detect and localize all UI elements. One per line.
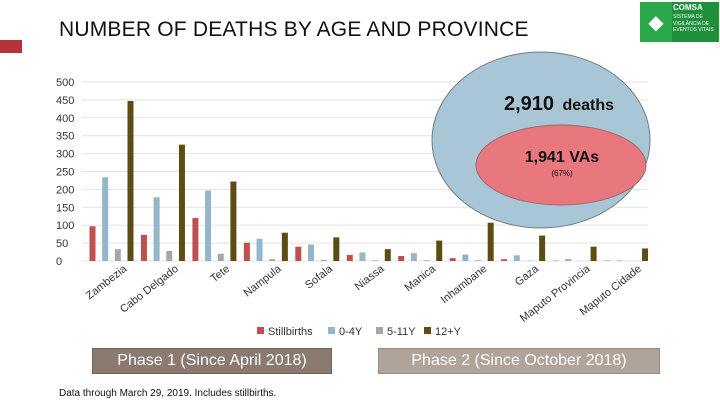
- bar-5-11y: [114, 249, 121, 261]
- x-tick-label: Inhambane: [439, 263, 490, 306]
- legend-swatch: [257, 327, 264, 334]
- bar-5-11y: [423, 260, 430, 261]
- bar-12-y: [590, 246, 597, 261]
- bar-12-y: [384, 249, 391, 261]
- vas-ellipse: [475, 124, 647, 206]
- bar-12-y: [539, 235, 546, 261]
- y-tick-label: 350: [56, 131, 74, 143]
- legend-label: 5-11Y: [387, 326, 416, 338]
- y-tick-label: 400: [56, 113, 74, 125]
- bar-5-11y: [166, 250, 173, 261]
- bar-12-y: [230, 181, 237, 261]
- bar-12-y: [127, 100, 134, 261]
- y-tick-label: 50: [56, 238, 68, 250]
- logo-subtitle: SISTEMA DE VIGILÂNCIA DE EVENTOS VITAIS: [673, 14, 714, 33]
- comsa-logo: ◆ COMSA SISTEMA DE VIGILÂNCIA DE EVENTOS…: [640, 2, 719, 42]
- bar-0-4y: [616, 260, 623, 261]
- bar-stillbirths: [89, 226, 96, 261]
- x-tick-label: Tete: [208, 263, 232, 285]
- footnote: Data through March 29, 2019. Includes st…: [59, 388, 277, 399]
- bar-0-4y: [205, 190, 212, 261]
- y-tick-label: 100: [56, 220, 74, 232]
- bar-stillbirths: [192, 218, 199, 261]
- logo-name: COMSA: [673, 3, 703, 12]
- bar-12-y: [178, 144, 185, 261]
- bar-0-4y: [513, 255, 520, 261]
- bar-0-4y: [565, 258, 572, 261]
- legend-swatch: [376, 327, 383, 334]
- bar-0-4y: [462, 254, 469, 261]
- chart-legend: Stillbirths 0-4Y 5-11Y 12+Y: [257, 326, 462, 338]
- bar-5-11y: [475, 260, 482, 261]
- deaths-value: 2,910: [504, 93, 554, 115]
- legend-swatch: [328, 327, 335, 334]
- bar-5-11y: [269, 259, 276, 261]
- bar-12-y: [642, 248, 649, 261]
- y-tick-label: 450: [56, 95, 74, 107]
- x-tick-label: Niassa: [353, 262, 388, 293]
- bar-stillbirths: [346, 254, 353, 261]
- bar-0-4y: [102, 177, 109, 261]
- y-tick-label: 500: [56, 77, 74, 89]
- bar-stillbirths: [449, 258, 456, 261]
- x-tick-label: Manica: [403, 262, 439, 294]
- bar-0-4y: [359, 252, 366, 261]
- deaths-callout: 2,910 deaths: [504, 93, 614, 115]
- legend-label: 0-4Y: [339, 326, 363, 338]
- bar-0-4y: [307, 244, 314, 261]
- bar-12-y: [487, 222, 494, 261]
- y-tick-label: 0: [56, 256, 62, 268]
- x-tick-label: Sofala: [303, 262, 336, 291]
- bar-0-4y: [256, 238, 263, 261]
- x-tick-label: Zambezia: [84, 262, 130, 302]
- bar-0-4y: [410, 253, 417, 261]
- bar-5-11y: [320, 259, 327, 261]
- bar-12-y: [333, 237, 340, 261]
- phase-1-banner: Phase 1 (Since April 2018): [92, 348, 332, 374]
- bar-5-11y: [217, 253, 224, 261]
- bar-stillbirths: [243, 242, 250, 261]
- page-title: NUMBER OF DEATHS BY AGE AND PROVINCE: [59, 18, 529, 41]
- bar-12-y: [281, 232, 288, 261]
- legend-label: Stillbirths: [268, 326, 313, 338]
- mozambique-map-icon: ◆: [640, 2, 672, 42]
- bar-12-y: [436, 240, 443, 261]
- x-tick-label: Gaza: [513, 262, 542, 288]
- x-tick-label: Nampula: [242, 262, 285, 299]
- y-tick-label: 200: [56, 184, 74, 196]
- bar-stillbirths: [295, 246, 302, 261]
- vas-percent: (67%): [551, 169, 573, 178]
- y-tick-label: 150: [56, 202, 74, 214]
- legend-label: 12+Y: [435, 326, 462, 338]
- bar-5-11y: [372, 260, 379, 261]
- callout-ellipses: 2,910 deaths 1,941 VAs (67%): [431, 51, 651, 229]
- phase-2-banner: Phase 2 (Since October 2018): [378, 348, 660, 374]
- vas-value: 1,941 VAs: [525, 149, 600, 166]
- bar-0-4y: [153, 197, 160, 261]
- bar-stillbirths: [398, 255, 405, 261]
- legend-swatch: [424, 327, 431, 334]
- chart-bars: [89, 100, 649, 261]
- y-tick-label: 300: [56, 149, 74, 161]
- bar-stillbirths: [501, 259, 508, 261]
- y-tick-label: 250: [56, 167, 74, 179]
- deaths-label: deaths: [562, 97, 614, 114]
- bar-stillbirths: [140, 234, 147, 261]
- accent-tab: [0, 40, 22, 53]
